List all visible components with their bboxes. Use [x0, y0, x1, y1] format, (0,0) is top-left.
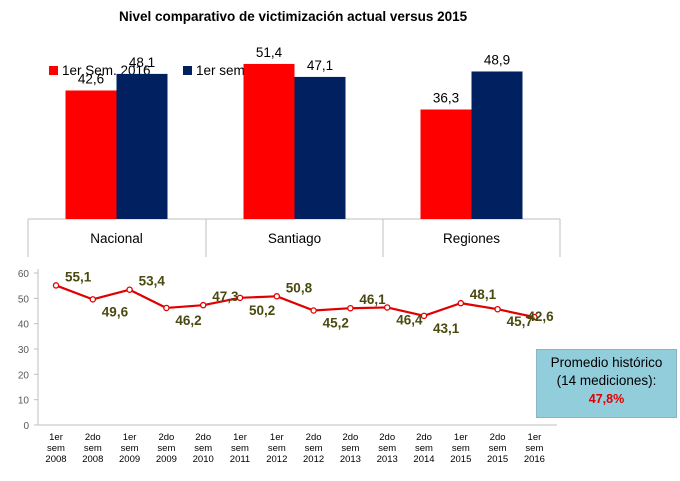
info-box-line2: (14 mediciones):	[556, 373, 657, 388]
data-point	[420, 312, 428, 320]
x-tick-label: 2do sem 2010	[193, 432, 214, 465]
x-tick-label: 1er sem 2009	[119, 432, 140, 465]
data-value-label: 45,2	[323, 315, 349, 330]
data-value-label: 43,1	[433, 321, 460, 336]
data-point	[163, 304, 170, 312]
data-point	[494, 305, 501, 313]
data-value-label: 46,2	[175, 313, 201, 328]
data-point	[531, 313, 538, 321]
legend-swatch-2	[183, 66, 192, 75]
y-tick-label: 50	[18, 294, 30, 305]
info-box-line1: Promedio histórico	[550, 355, 663, 370]
victimization-series-line	[55, 284, 535, 319]
bar-nacional-series1	[65, 90, 117, 220]
y-tick-label: 40	[18, 320, 30, 331]
data-point	[89, 296, 97, 303]
line-chart: 0 10 20 30 40 50 60 55,1 1er sem 2008 49,6 2do sem 200…	[18, 269, 557, 465]
bar-value-label: 36,3	[433, 90, 459, 105]
category-label: Nacional	[90, 231, 143, 246]
x-tick-label: 1er sem 2015	[450, 432, 471, 465]
data-point	[52, 282, 60, 289]
bar-chart-title: Nivel comparativo de victimización actua…	[119, 9, 468, 24]
legend-swatch-1	[49, 66, 58, 75]
x-tick-label: 1er sem 2016	[524, 432, 545, 465]
data-value-label: 55,1	[65, 269, 92, 284]
y-tick-label: 10	[18, 396, 30, 407]
data-point	[199, 301, 207, 309]
x-tick-label: 1er sem 2008	[45, 432, 66, 465]
x-tick-label: 1er sem 2012	[266, 432, 287, 465]
data-value-label: 45,7	[507, 314, 533, 329]
data-value-label: 46,4	[396, 312, 423, 327]
x-tick-label: 2do sem 2015	[487, 432, 508, 465]
data-point	[457, 299, 465, 307]
bar-value-label: 51,4	[256, 45, 283, 60]
category-label: Regiones	[443, 231, 500, 246]
x-tick-label: 2do sem 2009	[156, 432, 177, 465]
bar-santiago-series2	[294, 76, 346, 219]
data-point	[310, 307, 317, 314]
bar-chart: 42,6 48,1 Nacional 51,4 47,1 Santiago 36,3 48,9…	[27, 45, 561, 257]
y-tick-label: 20	[18, 370, 30, 381]
x-tick-label: 2do sem 2013	[377, 432, 398, 465]
data-value-label: 42,6	[527, 309, 554, 324]
x-tick-label: 2do sem 2008	[82, 432, 103, 465]
bar-regiones-series1	[420, 109, 472, 219]
historical-average-box: Promedio histórico (14 mediciones): 47,8…	[536, 349, 677, 418]
bar-value-label: 47,1	[307, 58, 333, 73]
x-tick-label: 1er sem 2011	[230, 432, 250, 465]
y-tick-label: 30	[18, 345, 30, 356]
data-value-label: 53,4	[139, 274, 166, 289]
y-tick-label: 0	[23, 421, 29, 432]
data-point	[383, 304, 391, 311]
x-tick-label: 2do sem 2014	[413, 432, 434, 465]
bar-value-label: 48,1	[129, 55, 155, 70]
category-label: Santiago	[268, 231, 321, 246]
bar-value-label: 42,6	[78, 71, 104, 86]
data-value-label: 47,3	[212, 289, 239, 304]
data-value-label: 46,1	[359, 292, 386, 307]
bar-nacional-series2	[116, 73, 168, 219]
data-value-label: 49,6	[102, 304, 129, 319]
y-tick-label: 60	[18, 269, 30, 280]
data-point	[347, 304, 354, 312]
data-value-label: 50,8	[286, 280, 313, 295]
x-tick-label: 2do sem 2012	[303, 432, 324, 465]
data-point	[236, 294, 244, 302]
bar-santiago-series1	[243, 63, 295, 220]
historical-average-value: 47,8%	[588, 392, 625, 406]
data-point	[273, 293, 281, 300]
data-value-label: 48,1	[470, 287, 497, 302]
bar-regiones-series2	[471, 71, 523, 219]
bar-value-label: 48,9	[484, 52, 510, 67]
data-point	[126, 286, 133, 293]
x-tick-label: 2do sem 2013	[340, 432, 361, 465]
data-value-label: 50,2	[249, 303, 275, 318]
